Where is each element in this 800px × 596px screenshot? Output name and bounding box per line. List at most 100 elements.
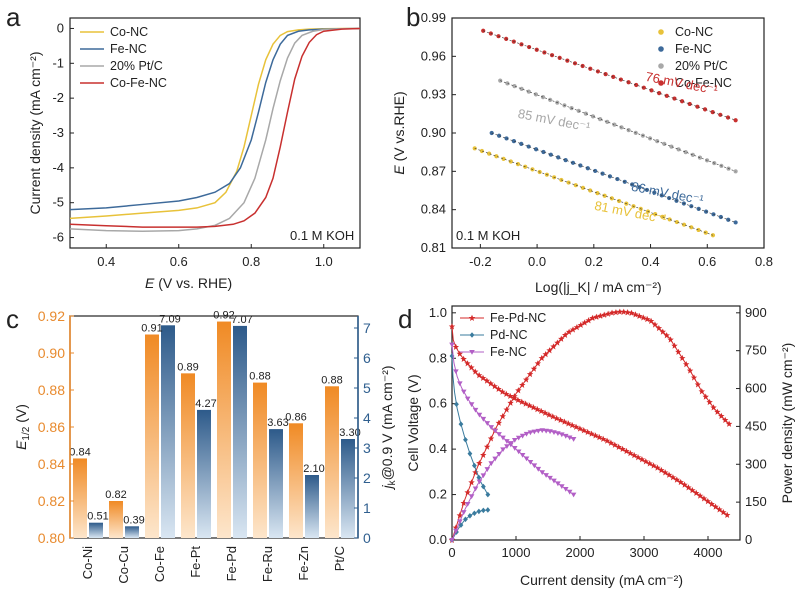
y-tick-label-c-left: 0.92 <box>38 308 65 324</box>
data-point-fe-pd-nc-power <box>565 328 573 335</box>
data-point-fe-nc-power <box>468 494 475 500</box>
data-point-fe-nc <box>511 139 516 144</box>
data-point-fe-pd-nc-voltage <box>495 385 502 393</box>
slope-label: 76 mV dec⁻¹ <box>644 69 720 98</box>
data-point-fe-nc-power <box>453 528 459 534</box>
data-point-20-pt-c <box>669 144 674 149</box>
data-point-fe-pd-nc-power <box>538 354 545 362</box>
data-point-fe-pd-nc-voltage <box>452 343 460 350</box>
x-axis-title-a: E (V vs. RHE) <box>145 275 232 291</box>
data-point-fe-nc-voltage <box>453 369 459 375</box>
data-point-fe-pd-nc-power <box>628 309 635 316</box>
data-point-fe-nc-voltage <box>476 412 483 418</box>
data-point-fe-nc <box>556 155 561 160</box>
axes-d: 0 1000 2000 3000 4000 0.0 0.2 0.4 0.6 0.8 1.0 0 150 3… <box>429 305 767 560</box>
data-point-fe-pd-nc-power <box>503 406 510 413</box>
data-point-co-fe-nc <box>664 93 669 98</box>
series-lines-a <box>69 27 361 233</box>
data-point-fe-nc-voltage <box>566 489 573 495</box>
series-line-20-pt-c <box>69 27 361 233</box>
data-point-fe-pd-nc-power <box>682 361 690 368</box>
bar-e-half <box>145 334 159 538</box>
data-point-pd-nc-power <box>463 516 468 523</box>
data-point-fe-pd-nc-power <box>663 332 670 339</box>
data-point-fe-pd-nc-power <box>589 314 596 322</box>
fit-line-co-fe-nc <box>483 30 736 121</box>
data-point-fe-nc <box>497 133 502 138</box>
data-point-co-fe-nc <box>634 82 639 88</box>
bar-e-half <box>109 501 123 538</box>
data-point-fe-pd-nc-power <box>480 451 487 458</box>
data-point-fe-pd-nc-voltage <box>448 323 456 330</box>
data-point-fe-pd-nc-power <box>651 321 659 328</box>
data-point-fe-pd-nc-power <box>487 435 495 442</box>
data-point-fe-nc-voltage <box>449 342 455 348</box>
bar-e-half <box>325 386 339 538</box>
data-point-fe-pd-nc-power <box>655 324 663 332</box>
data-point-fe-pd-nc-power <box>515 387 522 394</box>
data-label-jk: 7.09 <box>159 313 180 325</box>
data-point-co-nc <box>573 183 578 188</box>
data-point-20-pt-c <box>505 81 510 86</box>
chart-panel-c: 0.840.51Co-Ni0.820.39Co-Cu0.917.09Co-Fe0… <box>13 308 398 584</box>
chart-panel-d: 0 1000 2000 3000 4000 0.0 0.2 0.4 0.6 0.8 1.0 0 150 3… <box>405 305 795 588</box>
y-tick-label-b: 0.90 <box>421 125 446 140</box>
data-point-fe-pd-nc-power <box>647 317 655 324</box>
y-tick-label-a: -2 <box>52 90 64 105</box>
data-point-co-fe-nc <box>679 99 685 104</box>
data-label-e-half: 0.88 <box>321 374 342 386</box>
data-point-fe-pd-nc-power <box>714 408 721 415</box>
data-point-pd-nc-voltage <box>458 421 464 427</box>
data-point-fe-pd-nc-power <box>585 317 592 324</box>
data-point-co-fe-nc <box>641 85 646 90</box>
legend-marker-d <box>468 314 476 321</box>
x-axis-title-a-rest: (V vs. RHE) <box>154 275 232 291</box>
category-label-c: Fe-Pt <box>188 546 203 578</box>
data-point-fe-nc <box>526 144 531 149</box>
bar-e-half <box>217 321 231 538</box>
chart-panel-a: 0.4 0.6 0.8 1.0 0 -1 -2 -3 -4 -5 -6 Co-NC Fe-NC 20% … <box>27 17 361 291</box>
data-label-e-half: 0.86 <box>285 411 306 423</box>
data-point-pd-nc-voltage <box>485 491 491 498</box>
data-point-fe-nc-power <box>464 502 471 507</box>
y-tick-label-b: 0.93 <box>421 87 446 102</box>
data-point-co-fe-nc <box>733 118 738 123</box>
data-point-fe-nc <box>533 147 539 152</box>
data-point-fe-nc <box>548 152 553 157</box>
data-point-fe-nc-power <box>504 444 510 449</box>
data-point-fe-pd-nc-power <box>690 374 698 381</box>
data-point-fe-nc <box>563 158 568 163</box>
bar-jk <box>125 526 139 538</box>
slope-label: 86 mV dec⁻¹ <box>630 179 706 208</box>
data-point-fe-pd-nc-voltage <box>479 374 487 381</box>
data-label-jk: 0.51 <box>87 511 108 523</box>
data-point-fe-nc-power <box>511 438 518 443</box>
data-point-20-pt-c <box>605 119 610 124</box>
data-point-20-pt-c <box>526 89 531 94</box>
data-point-fe-pd-nc-voltage <box>460 355 467 362</box>
x-tick-label-d: 1000 <box>502 545 531 560</box>
y-tick-label-d-right: 450 <box>745 418 767 433</box>
data-point-co-nc <box>609 196 614 201</box>
y-tick-label-c-left: 0.82 <box>38 493 65 509</box>
data-point-fe-pd-nc-power <box>546 347 553 354</box>
y-axis-title-c-left: E1/2 (V) <box>13 404 32 450</box>
data-point-fe-nc-power <box>476 479 483 485</box>
data-point-fe-pd-nc-voltage <box>696 492 704 499</box>
data-point-pd-nc-voltage <box>449 353 455 359</box>
y-tick-label-d-right: 300 <box>745 456 767 471</box>
data-point-fe-nc-power <box>566 435 573 441</box>
data-point-fe-pd-nc-power <box>624 309 631 316</box>
data-point-fe-pd-nc-voltage <box>724 511 731 519</box>
data-point-20-pt-c <box>662 141 667 146</box>
legend-label-b: Fe-NC <box>675 42 712 56</box>
data-point-fe-nc-power <box>484 467 491 472</box>
data-point-fe-nc-voltage <box>570 492 577 498</box>
data-point-fe-nc <box>585 166 590 171</box>
data-point-fe-nc <box>578 163 583 168</box>
data-point-fe-nc-power <box>519 433 526 439</box>
axes-a: 0.4 0.6 0.8 1.0 0 -1 -2 -3 -4 -5 -6 <box>52 20 332 269</box>
legend-label-a: Co-NC <box>110 25 148 39</box>
data-label-jk: 3.63 <box>267 417 288 429</box>
legend-a: Co-NC Fe-NC 20% Pt/C Co-Fe-NC <box>80 25 167 90</box>
